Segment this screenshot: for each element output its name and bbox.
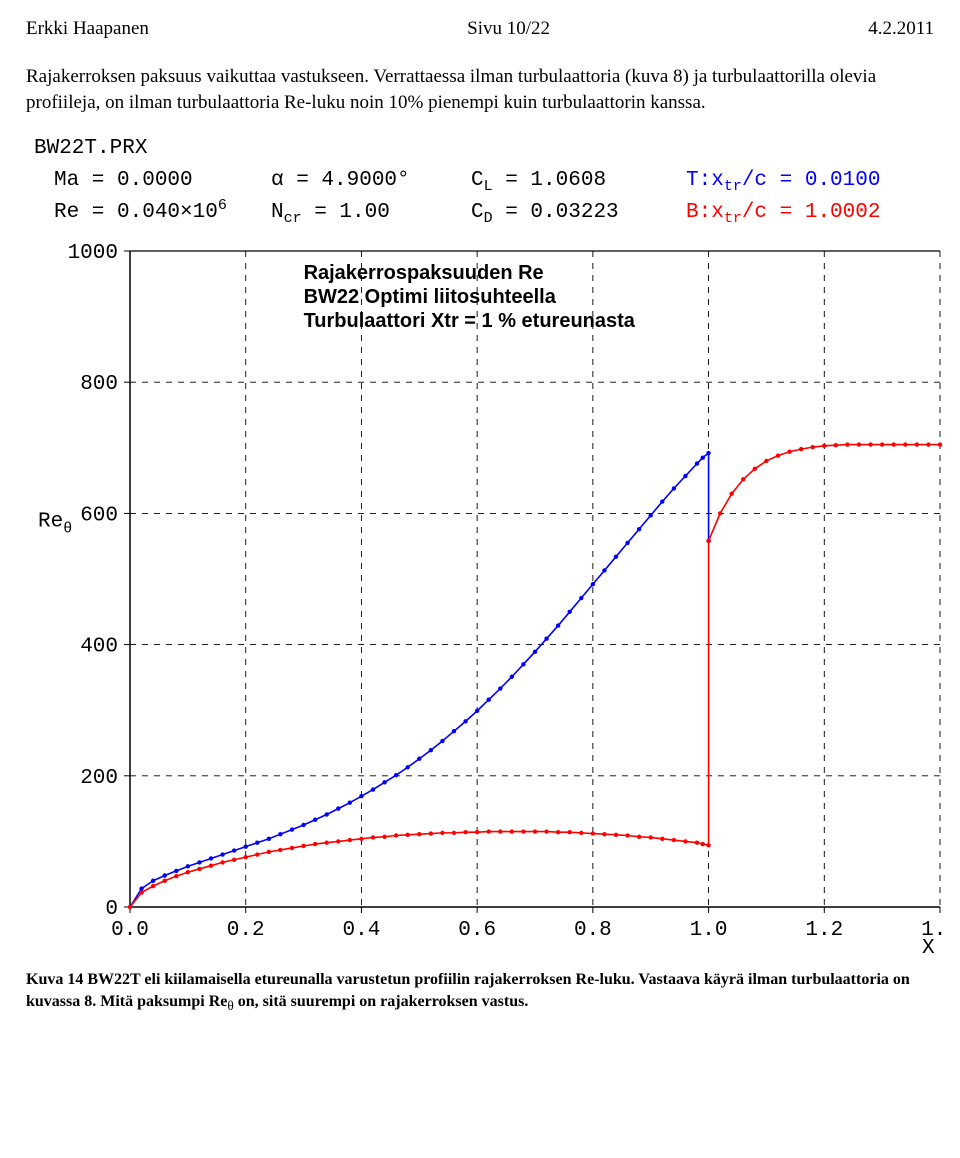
- svg-text:Reθ: Reθ: [38, 511, 72, 538]
- svg-text:X: X: [922, 937, 935, 953]
- svg-text:0: 0: [105, 898, 118, 921]
- svg-text:400: 400: [80, 636, 118, 659]
- svg-text:0.8: 0.8: [574, 919, 612, 942]
- svg-text:600: 600: [80, 505, 118, 528]
- svg-text:B:xtr/c = 1.0002: B:xtr/c = 1.0002: [686, 201, 880, 227]
- svg-text:200: 200: [80, 767, 118, 790]
- re-theta-chart: BW22T.PRX Ma = 0.0000 α = 4.9000° CL = 1.06…: [26, 133, 926, 953]
- figure-caption: Kuva 14 BW22T eli kiilamaisella etureuna…: [26, 969, 934, 1015]
- svg-text:0.6: 0.6: [458, 919, 496, 942]
- svg-text:CL = 1.0608: CL = 1.0608: [471, 169, 606, 195]
- svg-text:800: 800: [80, 373, 118, 396]
- svg-text:1.0: 1.0: [690, 919, 728, 942]
- svg-text:Rajakerrospaksuuden Re: Rajakerrospaksuuden Re: [304, 262, 544, 284]
- header-page: Sivu 10/22: [467, 18, 550, 40]
- svg-text:CD = 0.03223: CD = 0.03223: [471, 201, 619, 227]
- header-date: 4.2.2011: [868, 18, 934, 40]
- svg-text:α = 4.9000°: α = 4.9000°: [271, 169, 410, 192]
- svg-text:Ncr = 1.00: Ncr = 1.00: [271, 201, 390, 227]
- svg-text:T:xtr/c = 0.0100: T:xtr/c = 0.0100: [686, 169, 880, 195]
- svg-text:0.0: 0.0: [111, 919, 149, 942]
- body-paragraph: Rajakerroksen paksuus vaikuttaa vastukse…: [26, 64, 934, 115]
- svg-text:BW22T.PRX: BW22T.PRX: [34, 137, 148, 160]
- svg-text:Re = 0.040×106: Re = 0.040×106: [54, 197, 227, 224]
- svg-text:0.4: 0.4: [343, 919, 381, 942]
- svg-text:1000: 1000: [68, 242, 118, 265]
- svg-text:Ma = 0.0000: Ma = 0.0000: [54, 169, 193, 192]
- svg-text:Turbulaattori Xtr = 1 % etureu: Turbulaattori Xtr = 1 % etureunasta: [304, 310, 636, 332]
- header-author: Erkki Haapanen: [26, 18, 149, 40]
- svg-text:0.2: 0.2: [227, 919, 265, 942]
- svg-text:1.2: 1.2: [805, 919, 843, 942]
- svg-text:BW22 Optimi liitosuhteella: BW22 Optimi liitosuhteella: [304, 286, 557, 308]
